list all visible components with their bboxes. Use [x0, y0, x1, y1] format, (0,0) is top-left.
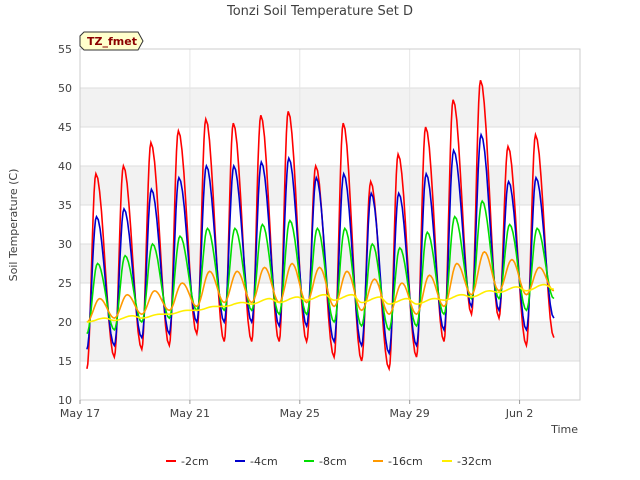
x-tick-label: May 17 — [60, 407, 100, 420]
x-axis-ticks: May 17 May 21 May 25 May 29 Jun 2 — [60, 400, 534, 420]
series-line-minus-32cm — [86, 283, 554, 323]
y-tick-label: 40 — [58, 160, 72, 173]
y-tick-label: 55 — [58, 43, 72, 56]
legend-label: -2cm — [181, 455, 209, 468]
y-tick-label: 10 — [58, 394, 72, 407]
chart-legend: -2cm -4cm -8cm -16cm -32cm — [166, 455, 492, 468]
plot-frame — [79, 48, 581, 401]
legend-label: -16cm — [388, 455, 423, 468]
legend-label: -32cm — [457, 455, 492, 468]
y-tick-label: 50 — [58, 82, 72, 95]
y-tick-label: 30 — [58, 238, 72, 251]
y-axis-label: Soil Temperature (C) — [7, 169, 20, 282]
plot-band — [80, 88, 580, 127]
legend-label: -8cm — [319, 455, 347, 468]
y-tick-label: 35 — [58, 199, 72, 212]
x-tick-label: Jun 2 — [505, 407, 534, 420]
x-tick-label: May 25 — [280, 407, 320, 420]
site-badge-box — [79, 31, 144, 51]
y-tick-label: 25 — [58, 277, 72, 290]
y-tick-label: 20 — [58, 316, 72, 329]
series-lines — [86, 79, 555, 372]
site-badge: TZ_fmet — [79, 31, 144, 51]
chart-title: Tonzi Soil Temperature Set D — [226, 4, 413, 19]
plot-band — [80, 166, 580, 205]
x-tick-label: May 21 — [170, 407, 210, 420]
legend-label: -4cm — [250, 455, 278, 468]
y-tick-label: 15 — [58, 355, 72, 368]
x-tick-label: May 29 — [390, 407, 430, 420]
plot-band — [80, 244, 580, 283]
series-line-minus-8cm — [86, 199, 555, 335]
y-tick-label: 45 — [58, 121, 72, 134]
y-axis-ticks: 10 15 20 25 30 35 40 45 50 55 — [58, 43, 72, 407]
x-axis-label: Time — [550, 423, 578, 436]
series-line-minus-16cm — [86, 250, 555, 323]
site-badge-label: TZ_fmet — [87, 35, 137, 48]
